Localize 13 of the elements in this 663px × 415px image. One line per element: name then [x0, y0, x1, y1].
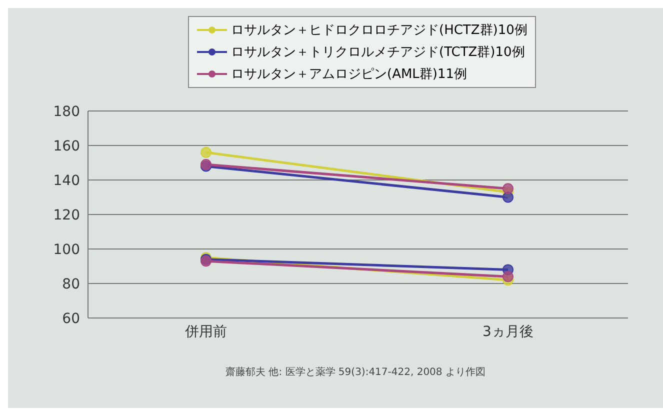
- legend-label: ロサルタン＋トリクロルメチアジド(TCTZ群)10例: [231, 44, 525, 61]
- y-tick-label: 80: [62, 276, 80, 292]
- y-tick-label: 180: [53, 104, 80, 120]
- y-tick-label: 60: [62, 310, 80, 327]
- y-tick-label: 120: [53, 207, 80, 224]
- x-tick-label: 併用前: [184, 324, 227, 340]
- y-tick-label: 140: [53, 172, 80, 189]
- legend-label: ロサルタン＋ヒドロクロロチアジド(HCTZ群)10例: [231, 22, 528, 39]
- legend-label: ロサルタン＋アムロジピン(AML群)11例: [231, 66, 468, 83]
- x-tick-label: 3ヵ月後: [482, 324, 534, 340]
- y-tick-label: 160: [53, 138, 80, 154]
- text: 齋藤郁夫 他: 医学と薬学 59(3):417-422, 2008 より作図: [224, 366, 486, 379]
- y-tick-label: 100: [53, 242, 80, 258]
